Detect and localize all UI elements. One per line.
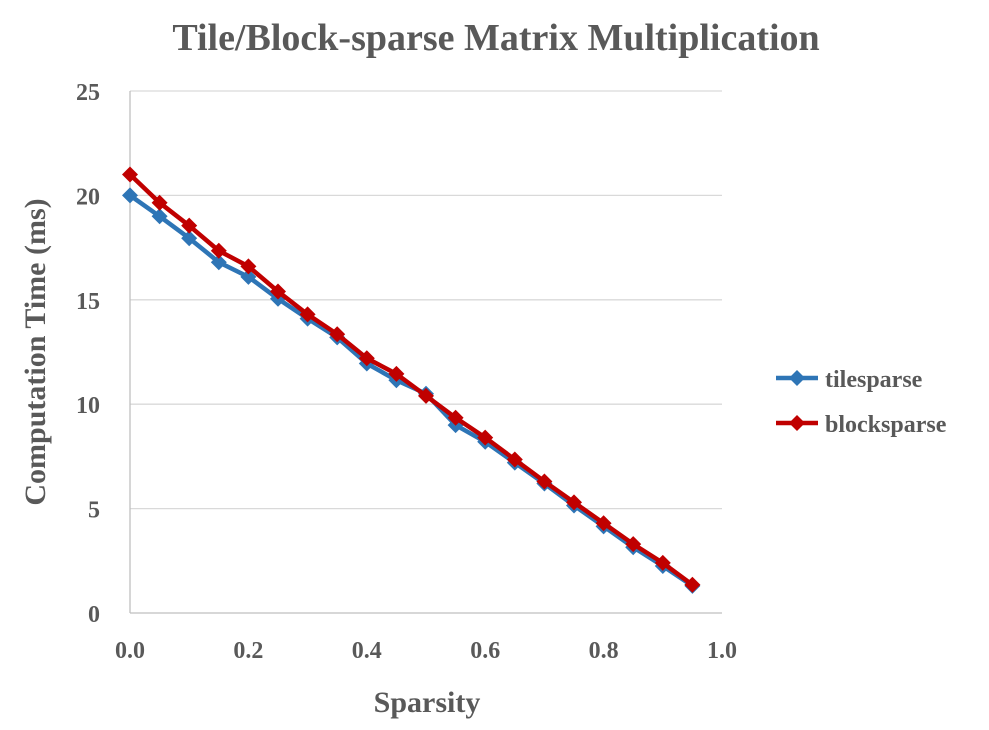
chart-title: Tile/Block-sparse Matrix Multiplication	[172, 17, 819, 59]
data-point-tilesparse	[151, 208, 168, 225]
data-point-blocksparse	[536, 473, 553, 490]
gridlines	[130, 90, 722, 510]
y-tick-label: 5	[88, 498, 100, 524]
data-point-blocksparse	[299, 306, 316, 323]
data-point-blocksparse	[684, 576, 701, 593]
legend-label: tilesparse	[825, 367, 923, 393]
x-tick-label: 0.6	[470, 638, 500, 664]
x-tick-label: 0.2	[233, 638, 263, 664]
legend-item-blocksparse: blocksparse	[776, 412, 947, 438]
y-tick-label: 0	[88, 602, 100, 628]
data-point-blocksparse	[388, 365, 405, 382]
data-point-tilesparse	[240, 268, 257, 285]
x-tick-label: 1.0	[707, 638, 737, 664]
legend-item-tilesparse: tilesparse	[776, 367, 923, 393]
data-point-blocksparse	[329, 326, 346, 343]
series-lines	[122, 166, 701, 594]
data-point-blocksparse	[270, 283, 286, 300]
data-point-blocksparse	[477, 429, 494, 446]
legend-marker-icon	[789, 370, 805, 386]
data-point-tilesparse	[181, 230, 198, 247]
data-point-blocksparse	[566, 494, 582, 511]
data-point-blocksparse	[151, 194, 168, 211]
x-tick-label: 0.0	[115, 638, 145, 664]
data-point-tilesparse	[210, 254, 227, 271]
y-tick-label: 10	[76, 393, 100, 419]
tick-labels: 0 5 10 15 20 25 0.0 0.2 0.4 0.6 0.8 1.0	[76, 80, 737, 664]
legend: tilesparse blocksparse	[776, 367, 947, 438]
x-tick-label: 0.4	[352, 638, 382, 664]
data-point-blocksparse	[595, 515, 612, 532]
y-tick-label: 15	[76, 289, 100, 315]
data-point-blocksparse	[506, 451, 523, 468]
y-axis-title: Computation Time (ms)	[19, 198, 52, 505]
y-tick-label: 20	[76, 184, 100, 210]
data-point-blocksparse	[447, 409, 464, 426]
legend-label: blocksparse	[825, 412, 947, 438]
data-point-tilesparse	[122, 187, 138, 204]
data-point-blocksparse	[240, 258, 257, 275]
legend-marker-icon	[789, 415, 805, 431]
y-tick-label: 25	[76, 80, 100, 106]
data-point-blocksparse	[122, 166, 138, 183]
axes	[129, 91, 722, 614]
data-point-blocksparse	[358, 350, 375, 367]
data-point-blocksparse	[418, 387, 434, 404]
data-point-blocksparse	[654, 554, 671, 571]
x-tick-label: 0.8	[589, 638, 619, 664]
x-axis-title: Sparsity	[374, 686, 481, 719]
data-point-blocksparse	[210, 242, 227, 259]
series-blocksparse	[122, 166, 701, 593]
data-point-blocksparse	[181, 217, 198, 234]
data-point-blocksparse	[625, 536, 642, 553]
